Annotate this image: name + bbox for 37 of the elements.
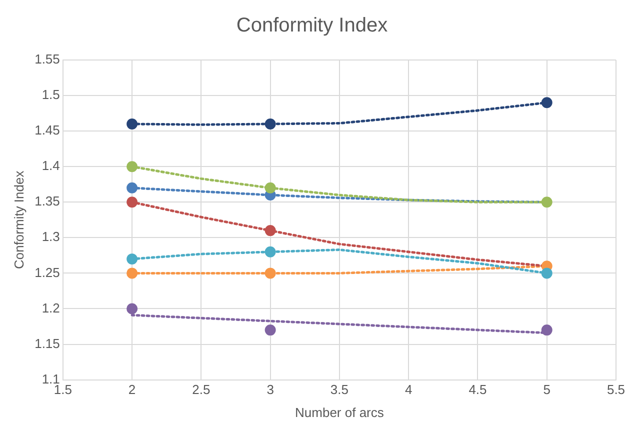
y-tick-label: 1.3: [42, 229, 60, 244]
point: [126, 196, 138, 208]
x-tick-label: 4: [404, 382, 412, 398]
y-tick-label: 1.5: [42, 87, 60, 102]
point: [264, 246, 276, 258]
point: [126, 253, 138, 264]
point: [264, 225, 276, 236]
x-tick-label: 5: [543, 382, 550, 398]
point: [264, 118, 276, 130]
x-tick-label: 3.5: [330, 382, 348, 398]
point: [541, 196, 552, 208]
y-tick-label: 1.4: [42, 158, 60, 174]
point: [541, 97, 552, 108]
y-axis-title: Conformity Index: [11, 170, 26, 270]
x-tick-label: 4.5: [468, 382, 487, 398]
point: [126, 303, 138, 314]
point: [264, 324, 276, 336]
x-tick-label: 5.5: [606, 382, 626, 398]
chart-title: Conformity Index: [236, 14, 388, 37]
point: [126, 161, 138, 172]
point: [126, 182, 138, 194]
y-tick-label: 1.15: [34, 336, 60, 351]
x-tick-label: 2.5: [192, 382, 210, 398]
y-tick-label: 1.45: [34, 122, 60, 138]
point: [541, 324, 552, 336]
y-tick-label: 1.35: [34, 194, 60, 209]
point: [264, 268, 276, 279]
point: [264, 182, 276, 194]
x-tick-label: 3: [266, 382, 274, 398]
point: [541, 268, 552, 279]
x-tick-label: 2: [128, 382, 136, 398]
point: [126, 268, 138, 279]
y-tick-label: 1.55: [34, 52, 60, 67]
x-axis-title: Number of arcs: [295, 404, 384, 420]
point: [126, 118, 138, 130]
y-tick-label: 1.2: [42, 300, 60, 316]
y-tick-label: 1.25: [34, 264, 60, 280]
